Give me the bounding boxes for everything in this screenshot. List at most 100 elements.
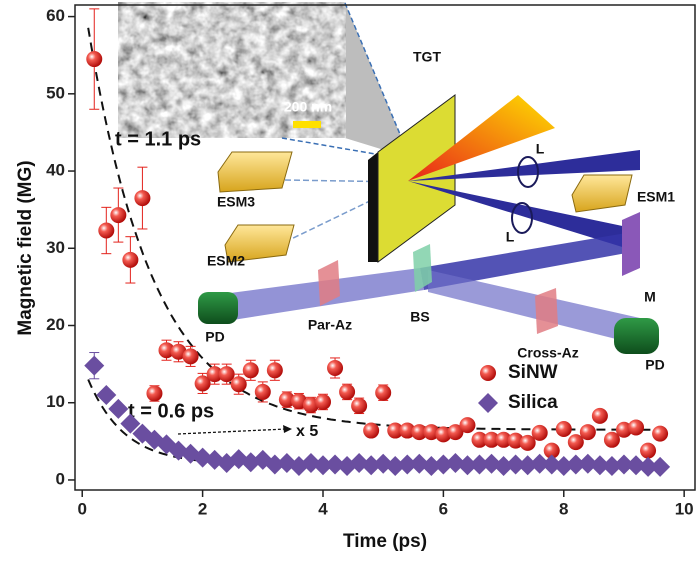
legend-marker bbox=[478, 393, 498, 413]
marker bbox=[652, 425, 669, 442]
marker bbox=[507, 432, 524, 449]
inset-label: L bbox=[536, 141, 545, 157]
marker bbox=[615, 421, 632, 438]
beam bbox=[420, 232, 632, 290]
marker bbox=[519, 434, 536, 451]
marker bbox=[411, 424, 428, 441]
inset-label: M bbox=[644, 289, 656, 305]
marker bbox=[120, 413, 141, 434]
x-tick-label: 10 bbox=[675, 499, 694, 518]
x-tick-label: 6 bbox=[439, 499, 448, 518]
marker bbox=[589, 455, 610, 476]
marker bbox=[435, 426, 452, 443]
marker bbox=[638, 456, 659, 477]
inset: 200 nm TGT L L ESM1 ESM3 ESM2 M PD Par-A… bbox=[118, 2, 675, 373]
marker bbox=[433, 454, 454, 475]
marker bbox=[218, 366, 235, 383]
marker bbox=[495, 431, 512, 448]
marker bbox=[302, 397, 319, 414]
marker bbox=[529, 453, 550, 474]
y-axis-title: Magnetic field (MG) bbox=[15, 160, 36, 335]
marker bbox=[98, 222, 115, 239]
marker bbox=[421, 456, 442, 477]
annotation: x 5 bbox=[296, 423, 318, 440]
inset-label: ESM1 bbox=[637, 189, 675, 205]
marker bbox=[471, 431, 488, 448]
marker bbox=[469, 454, 490, 475]
marker bbox=[603, 431, 620, 448]
marker bbox=[483, 431, 500, 448]
marker bbox=[182, 348, 199, 365]
marker bbox=[397, 454, 418, 475]
polarizer bbox=[535, 288, 558, 334]
marker bbox=[459, 417, 476, 434]
marker bbox=[264, 454, 285, 475]
mirror bbox=[622, 212, 640, 276]
marker bbox=[387, 422, 404, 439]
beam bbox=[428, 270, 640, 345]
marker bbox=[339, 383, 356, 400]
polarizer bbox=[318, 260, 340, 306]
marker bbox=[517, 455, 538, 476]
marker bbox=[626, 455, 647, 476]
x-tick-label: 0 bbox=[77, 499, 86, 518]
inset-label: BS bbox=[410, 309, 429, 325]
marker bbox=[86, 51, 103, 68]
esm bbox=[571, 174, 633, 213]
inset-label: TGT bbox=[413, 49, 441, 65]
esm bbox=[224, 224, 295, 263]
inset-label: L bbox=[506, 229, 515, 245]
target-edge bbox=[368, 152, 378, 262]
inset-label: ESM3 bbox=[217, 194, 255, 210]
marker bbox=[640, 442, 657, 459]
marker bbox=[315, 393, 331, 410]
beam bbox=[408, 181, 632, 250]
marker bbox=[110, 207, 127, 224]
marker bbox=[423, 424, 440, 441]
marker bbox=[206, 366, 223, 383]
y-tick-label: 40 bbox=[46, 161, 65, 180]
marker bbox=[266, 362, 283, 379]
annotation: t = 1.1 ps bbox=[115, 128, 201, 150]
y-tick-label: 20 bbox=[46, 315, 65, 334]
annotation-arrow-head bbox=[283, 425, 292, 433]
scale-bar bbox=[293, 121, 321, 128]
marker bbox=[493, 456, 514, 477]
x-tick-label: 4 bbox=[318, 499, 328, 518]
marker bbox=[122, 251, 139, 268]
marker bbox=[567, 434, 584, 451]
esm bbox=[217, 151, 293, 193]
marker bbox=[84, 355, 105, 376]
marker bbox=[543, 442, 560, 459]
marker bbox=[577, 453, 598, 474]
marker bbox=[531, 424, 548, 441]
marker bbox=[505, 454, 526, 475]
marker bbox=[447, 424, 464, 441]
marker bbox=[553, 456, 574, 477]
y-tick-label: 10 bbox=[46, 392, 65, 411]
marker bbox=[591, 407, 608, 424]
marker bbox=[146, 385, 163, 402]
photodiode bbox=[614, 318, 659, 354]
marker bbox=[375, 384, 392, 401]
marker bbox=[385, 456, 406, 477]
legend-label: SiNW bbox=[508, 362, 558, 383]
legend-label: Silica bbox=[508, 392, 558, 413]
marker bbox=[565, 454, 586, 475]
beam bbox=[408, 150, 640, 181]
x-tick-label: 8 bbox=[559, 499, 568, 518]
lens bbox=[511, 202, 533, 234]
marker bbox=[170, 343, 187, 360]
marker bbox=[613, 454, 634, 475]
marker bbox=[108, 398, 129, 419]
marker bbox=[457, 455, 478, 476]
y-tick-label: 50 bbox=[46, 83, 65, 102]
marker bbox=[628, 419, 645, 436]
marker bbox=[601, 456, 622, 477]
marker bbox=[579, 424, 596, 441]
annotation-arrow bbox=[177, 428, 287, 435]
marker bbox=[399, 422, 416, 439]
photodiode bbox=[198, 292, 238, 324]
lens bbox=[517, 156, 539, 188]
